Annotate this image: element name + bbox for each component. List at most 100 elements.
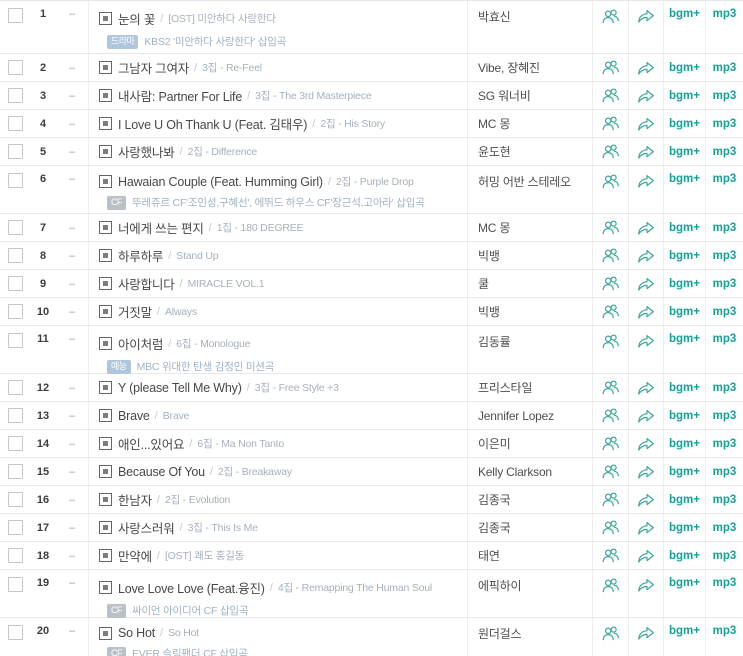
album-link[interactable]: 3집 - Re-Feel [202,62,262,74]
song-info-icon[interactable] [99,145,112,158]
row-checkbox[interactable] [7,8,23,23]
people-icon[interactable] [600,547,622,565]
share-icon[interactable] [635,435,657,453]
bgm-add-link[interactable]: bgm+ [669,521,700,534]
album-link[interactable]: Always [164,305,198,318]
song-info-icon[interactable] [99,381,112,394]
album-link[interactable]: [OST] 쾌도 홍길동 [164,550,245,562]
song-info-icon[interactable] [99,249,112,262]
album-link[interactable]: MIRACLE VOL.1 [187,277,265,290]
share-icon[interactable] [635,219,657,237]
bgm-add-link[interactable]: bgm+ [669,8,700,20]
bgm-add-link[interactable]: bgm+ [669,145,700,158]
people-icon[interactable] [600,491,622,509]
song-info-icon[interactable] [99,409,112,422]
bgm-add-link[interactable]: bgm+ [669,117,700,130]
artist-link[interactable]: 빅뱅 [478,249,500,263]
album-link[interactable]: 2집 - Evolution [164,494,231,506]
artist-link[interactable]: 쿨 [478,277,489,291]
artist-link[interactable]: MC 몽 [478,117,511,131]
mp3-link[interactable]: mp3 [712,145,737,158]
share-icon[interactable] [635,172,657,190]
people-icon[interactable] [600,624,622,642]
song-info-icon[interactable] [99,465,112,478]
album-link[interactable]: 6집 - Ma Non Tanto [197,438,285,450]
share-icon[interactable] [635,332,657,350]
artist-link[interactable]: Vibe, 장혜진 [478,61,540,75]
song-info-icon[interactable] [99,117,112,130]
mp3-link[interactable]: mp3 [712,465,737,478]
bgm-add-link[interactable]: bgm+ [669,549,700,562]
row-checkbox[interactable] [7,492,23,507]
share-icon[interactable] [635,7,657,25]
row-checkbox[interactable] [7,625,23,640]
share-icon[interactable] [635,547,657,565]
share-icon[interactable] [635,247,657,265]
song-title-link[interactable]: 내사람: Partner For Life [118,90,243,104]
song-title-link[interactable]: Because Of You [118,464,205,479]
row-checkbox[interactable] [7,276,23,291]
bgm-add-link[interactable]: bgm+ [669,89,700,102]
album-link[interactable]: Stand Up [176,249,219,262]
bgm-add-link[interactable]: bgm+ [669,333,700,345]
people-icon[interactable] [600,519,622,537]
share-icon[interactable] [635,379,657,397]
artist-link[interactable]: 김동률 [478,335,511,349]
row-checkbox[interactable] [7,248,23,263]
share-icon[interactable] [635,463,657,481]
song-info-icon[interactable] [99,12,112,25]
bgm-add-link[interactable]: bgm+ [669,465,700,478]
mp3-link[interactable]: mp3 [712,173,737,185]
share-icon[interactable] [635,303,657,321]
song-info-icon[interactable] [99,221,112,234]
song-info-icon[interactable] [99,337,112,350]
mp3-link[interactable]: mp3 [712,249,737,262]
row-checkbox[interactable] [7,380,23,395]
people-icon[interactable] [600,115,622,133]
people-icon[interactable] [600,407,622,425]
song-title-link[interactable]: So Hot [118,626,156,640]
mp3-link[interactable]: mp3 [712,521,737,534]
row-checkbox[interactable] [7,408,23,423]
people-icon[interactable] [600,576,622,594]
bgm-add-link[interactable]: bgm+ [669,61,700,74]
song-title-link[interactable]: 만약에 [118,550,152,564]
mp3-link[interactable]: mp3 [712,8,737,20]
song-info-icon[interactable] [99,437,112,450]
album-link[interactable]: 6집 - Monologue [176,338,251,350]
row-checkbox[interactable] [7,333,23,348]
row-checkbox[interactable] [7,144,23,159]
bgm-add-link[interactable]: bgm+ [669,173,700,185]
mp3-link[interactable]: mp3 [712,549,737,562]
row-checkbox[interactable] [7,520,23,535]
people-icon[interactable] [600,219,622,237]
people-icon[interactable] [600,87,622,105]
bgm-add-link[interactable]: bgm+ [669,249,700,262]
artist-link[interactable]: 에픽하이 [478,579,522,593]
artist-link[interactable]: 태연 [478,549,500,563]
share-icon[interactable] [635,576,657,594]
mp3-link[interactable]: mp3 [712,61,737,74]
row-checkbox[interactable] [7,464,23,479]
artist-link[interactable]: 허밍 어반 스테레오 [478,175,571,189]
share-icon[interactable] [635,491,657,509]
song-title-link[interactable]: Brave [118,408,150,423]
bgm-add-link[interactable]: bgm+ [669,493,700,506]
song-title-link[interactable]: 애인...있어요 [118,438,185,452]
song-info-icon[interactable] [99,626,112,640]
mp3-link[interactable]: mp3 [712,89,737,102]
album-link[interactable]: 2집 - Breakaway [217,466,292,478]
artist-link[interactable]: 박효신 [478,10,511,24]
artist-link[interactable]: Jennifer Lopez [478,408,554,423]
bgm-add-link[interactable]: bgm+ [669,409,700,422]
album-link[interactable]: 3집 - This Is Me [187,522,258,534]
mp3-link[interactable]: mp3 [712,493,737,506]
row-checkbox[interactable] [7,116,23,131]
song-info-icon[interactable] [99,549,112,562]
song-title-link[interactable]: Hawaian Couple (Feat. Humming Girl) [118,174,323,189]
mp3-link[interactable]: mp3 [712,409,737,422]
artist-link[interactable]: 김종국 [478,521,511,535]
song-info-icon[interactable] [99,61,112,74]
mp3-link[interactable]: mp3 [712,333,737,345]
people-icon[interactable] [600,7,622,25]
